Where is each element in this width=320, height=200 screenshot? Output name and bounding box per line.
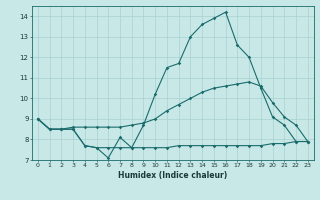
X-axis label: Humidex (Indice chaleur): Humidex (Indice chaleur) [118, 171, 228, 180]
